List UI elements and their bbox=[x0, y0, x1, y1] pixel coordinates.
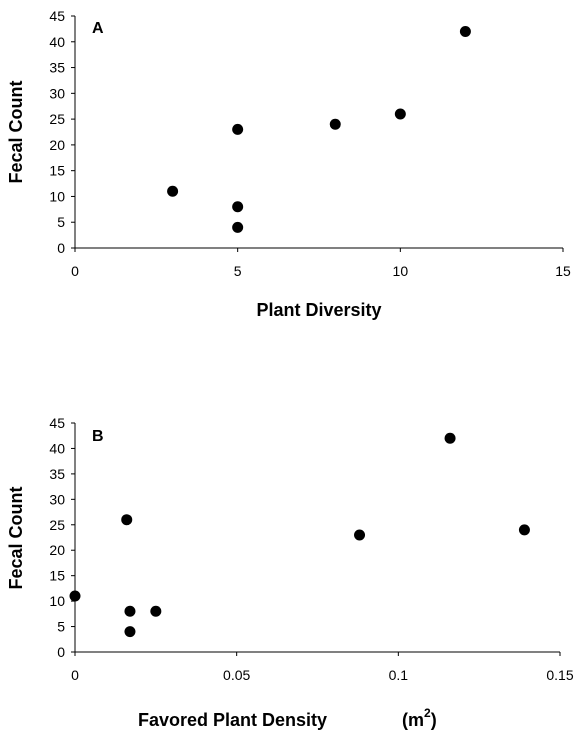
data-point bbox=[232, 123, 244, 135]
x-tick-label: 0.15 bbox=[546, 667, 573, 683]
panel-b-x-ticks: 0 0.05 0.1 0.15 bbox=[71, 652, 574, 683]
x-tick-label: 0 bbox=[71, 263, 79, 279]
panel-a-y-axis-title: Fecal Count bbox=[6, 80, 26, 183]
y-tick-label: 25 bbox=[49, 517, 65, 533]
panel-a-points bbox=[167, 25, 471, 233]
y-tick-label: 0 bbox=[57, 240, 65, 256]
data-point bbox=[69, 590, 81, 602]
y-tick-label: 35 bbox=[49, 466, 65, 482]
panel-a-y-ticks: 0 5 10 15 20 25 30 35 40 45 bbox=[49, 8, 75, 256]
data-point bbox=[459, 25, 471, 37]
x-tick-label: 0 bbox=[71, 667, 79, 683]
y-tick-label: 20 bbox=[49, 137, 65, 153]
y-tick-label: 15 bbox=[49, 163, 65, 179]
panel-b-x-axis-unit: (m2) bbox=[402, 706, 437, 730]
y-tick-label: 5 bbox=[57, 214, 65, 230]
y-tick-label: 30 bbox=[49, 85, 65, 101]
panel-b-x-axis-title: Favored Plant Density bbox=[138, 710, 327, 730]
x-tick-label: 0.1 bbox=[389, 667, 409, 683]
panel-b-x-axis-unit-base: (m bbox=[402, 710, 424, 730]
panel-b-label: B bbox=[92, 428, 104, 445]
panel-a-x-axis-title: Plant Diversity bbox=[256, 300, 381, 320]
data-point bbox=[167, 185, 179, 197]
y-tick-label: 0 bbox=[57, 644, 65, 660]
y-tick-label: 45 bbox=[49, 415, 65, 431]
y-tick-label: 45 bbox=[49, 8, 65, 24]
panel-a-x-ticks: 0 5 10 15 bbox=[71, 248, 571, 279]
x-tick-label: 0.05 bbox=[223, 667, 250, 683]
panel-b-points bbox=[69, 432, 530, 638]
data-point bbox=[124, 605, 136, 617]
data-point bbox=[329, 118, 341, 130]
panel-a-label: A bbox=[92, 20, 104, 37]
y-tick-label: 20 bbox=[49, 542, 65, 558]
data-point bbox=[124, 626, 136, 638]
data-point bbox=[394, 108, 406, 120]
data-point bbox=[232, 201, 244, 213]
y-tick-label: 40 bbox=[49, 440, 65, 456]
data-point bbox=[232, 221, 244, 233]
x-tick-label: 15 bbox=[555, 263, 571, 279]
y-tick-label: 35 bbox=[49, 60, 65, 76]
y-tick-label: 25 bbox=[49, 111, 65, 127]
y-tick-label: 5 bbox=[57, 619, 65, 635]
y-tick-label: 10 bbox=[49, 593, 65, 609]
panel-b-x-axis-unit-close: ) bbox=[431, 710, 437, 730]
panel-b-x-axis-unit-sup: 2 bbox=[424, 706, 431, 720]
data-point bbox=[150, 605, 162, 617]
data-point bbox=[121, 514, 133, 526]
x-tick-label: 5 bbox=[234, 263, 242, 279]
x-tick-label: 10 bbox=[393, 263, 409, 279]
y-tick-label: 10 bbox=[49, 188, 65, 204]
y-tick-label: 15 bbox=[49, 568, 65, 584]
panel-b-y-axis-title: Fecal Count bbox=[6, 486, 26, 589]
panel-b: 0 5 10 15 20 25 30 35 40 45 0 0.05 0.1 0.15 B Favore… bbox=[6, 415, 574, 730]
data-point bbox=[354, 529, 366, 541]
data-point bbox=[518, 524, 530, 536]
data-point bbox=[444, 432, 456, 444]
panel-b-y-ticks: 0 5 10 15 20 25 30 35 40 45 bbox=[49, 415, 75, 660]
y-tick-label: 40 bbox=[49, 34, 65, 50]
y-tick-label: 30 bbox=[49, 491, 65, 507]
panel-a: 0 5 10 15 20 25 30 35 40 45 0 5 10 15 A Plant Divers… bbox=[6, 8, 571, 320]
